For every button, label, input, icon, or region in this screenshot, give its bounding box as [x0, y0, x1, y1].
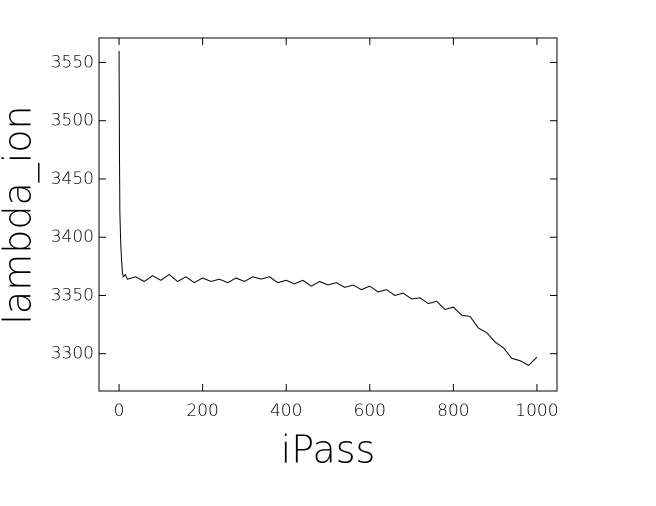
y-tick-label: 3500 — [51, 111, 94, 131]
x-tick-label: 400 — [270, 401, 302, 421]
y-tick-label: 3400 — [51, 227, 94, 247]
x-tick-label: 800 — [437, 401, 469, 421]
y-tick-label: 3350 — [51, 285, 94, 305]
y-axis-label: lambda_ion — [0, 105, 41, 324]
data-line — [118, 50, 538, 366]
x-tick-label: 1000 — [515, 401, 558, 421]
y-tick-label: 3550 — [51, 52, 94, 72]
y-tick-label: 3300 — [51, 344, 94, 364]
x-tick-label: 0 — [114, 401, 125, 421]
x-tick-label: 600 — [354, 401, 386, 421]
y-tick-label: 3450 — [51, 169, 94, 189]
x-axis-label: iPass — [281, 428, 376, 472]
x-tick-label: 200 — [186, 401, 218, 421]
plot-frame — [98, 37, 558, 392]
